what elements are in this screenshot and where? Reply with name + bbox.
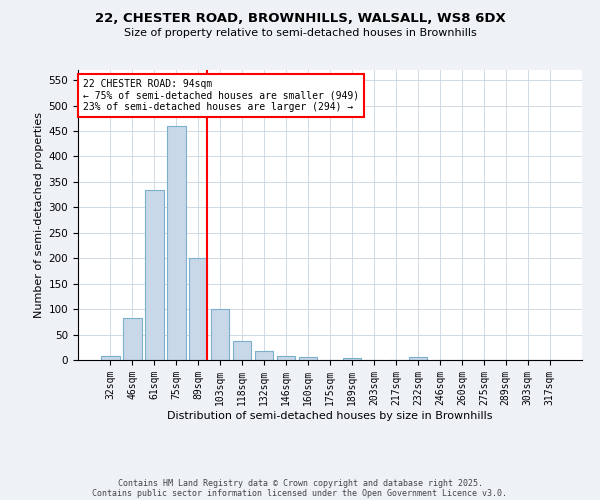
Y-axis label: Number of semi-detached properties: Number of semi-detached properties	[34, 112, 44, 318]
Bar	[189, 258, 208, 360]
Text: 22 CHESTER ROAD: 94sqm
← 75% of semi-detached houses are smaller (949)
23% of se: 22 CHESTER ROAD: 94sqm ← 75% of semi-det…	[83, 78, 359, 112]
Text: 22, CHESTER ROAD, BROWNHILLS, WALSALL, WS8 6DX: 22, CHESTER ROAD, BROWNHILLS, WALSALL, W…	[95, 12, 505, 26]
Bar	[409, 358, 427, 360]
Bar	[233, 340, 251, 360]
X-axis label: Distribution of semi-detached houses by size in Brownhills: Distribution of semi-detached houses by …	[167, 410, 493, 420]
Bar	[299, 357, 317, 360]
Bar	[343, 358, 361, 360]
Bar	[145, 190, 164, 360]
Bar	[123, 318, 142, 360]
Bar	[277, 356, 295, 360]
Text: Contains public sector information licensed under the Open Government Licence v3: Contains public sector information licen…	[92, 488, 508, 498]
Text: Size of property relative to semi-detached houses in Brownhills: Size of property relative to semi-detach…	[124, 28, 476, 38]
Bar	[101, 356, 119, 360]
Text: Contains HM Land Registry data © Crown copyright and database right 2025.: Contains HM Land Registry data © Crown c…	[118, 478, 482, 488]
Bar	[167, 126, 185, 360]
Bar	[255, 351, 274, 360]
Bar	[211, 309, 229, 360]
